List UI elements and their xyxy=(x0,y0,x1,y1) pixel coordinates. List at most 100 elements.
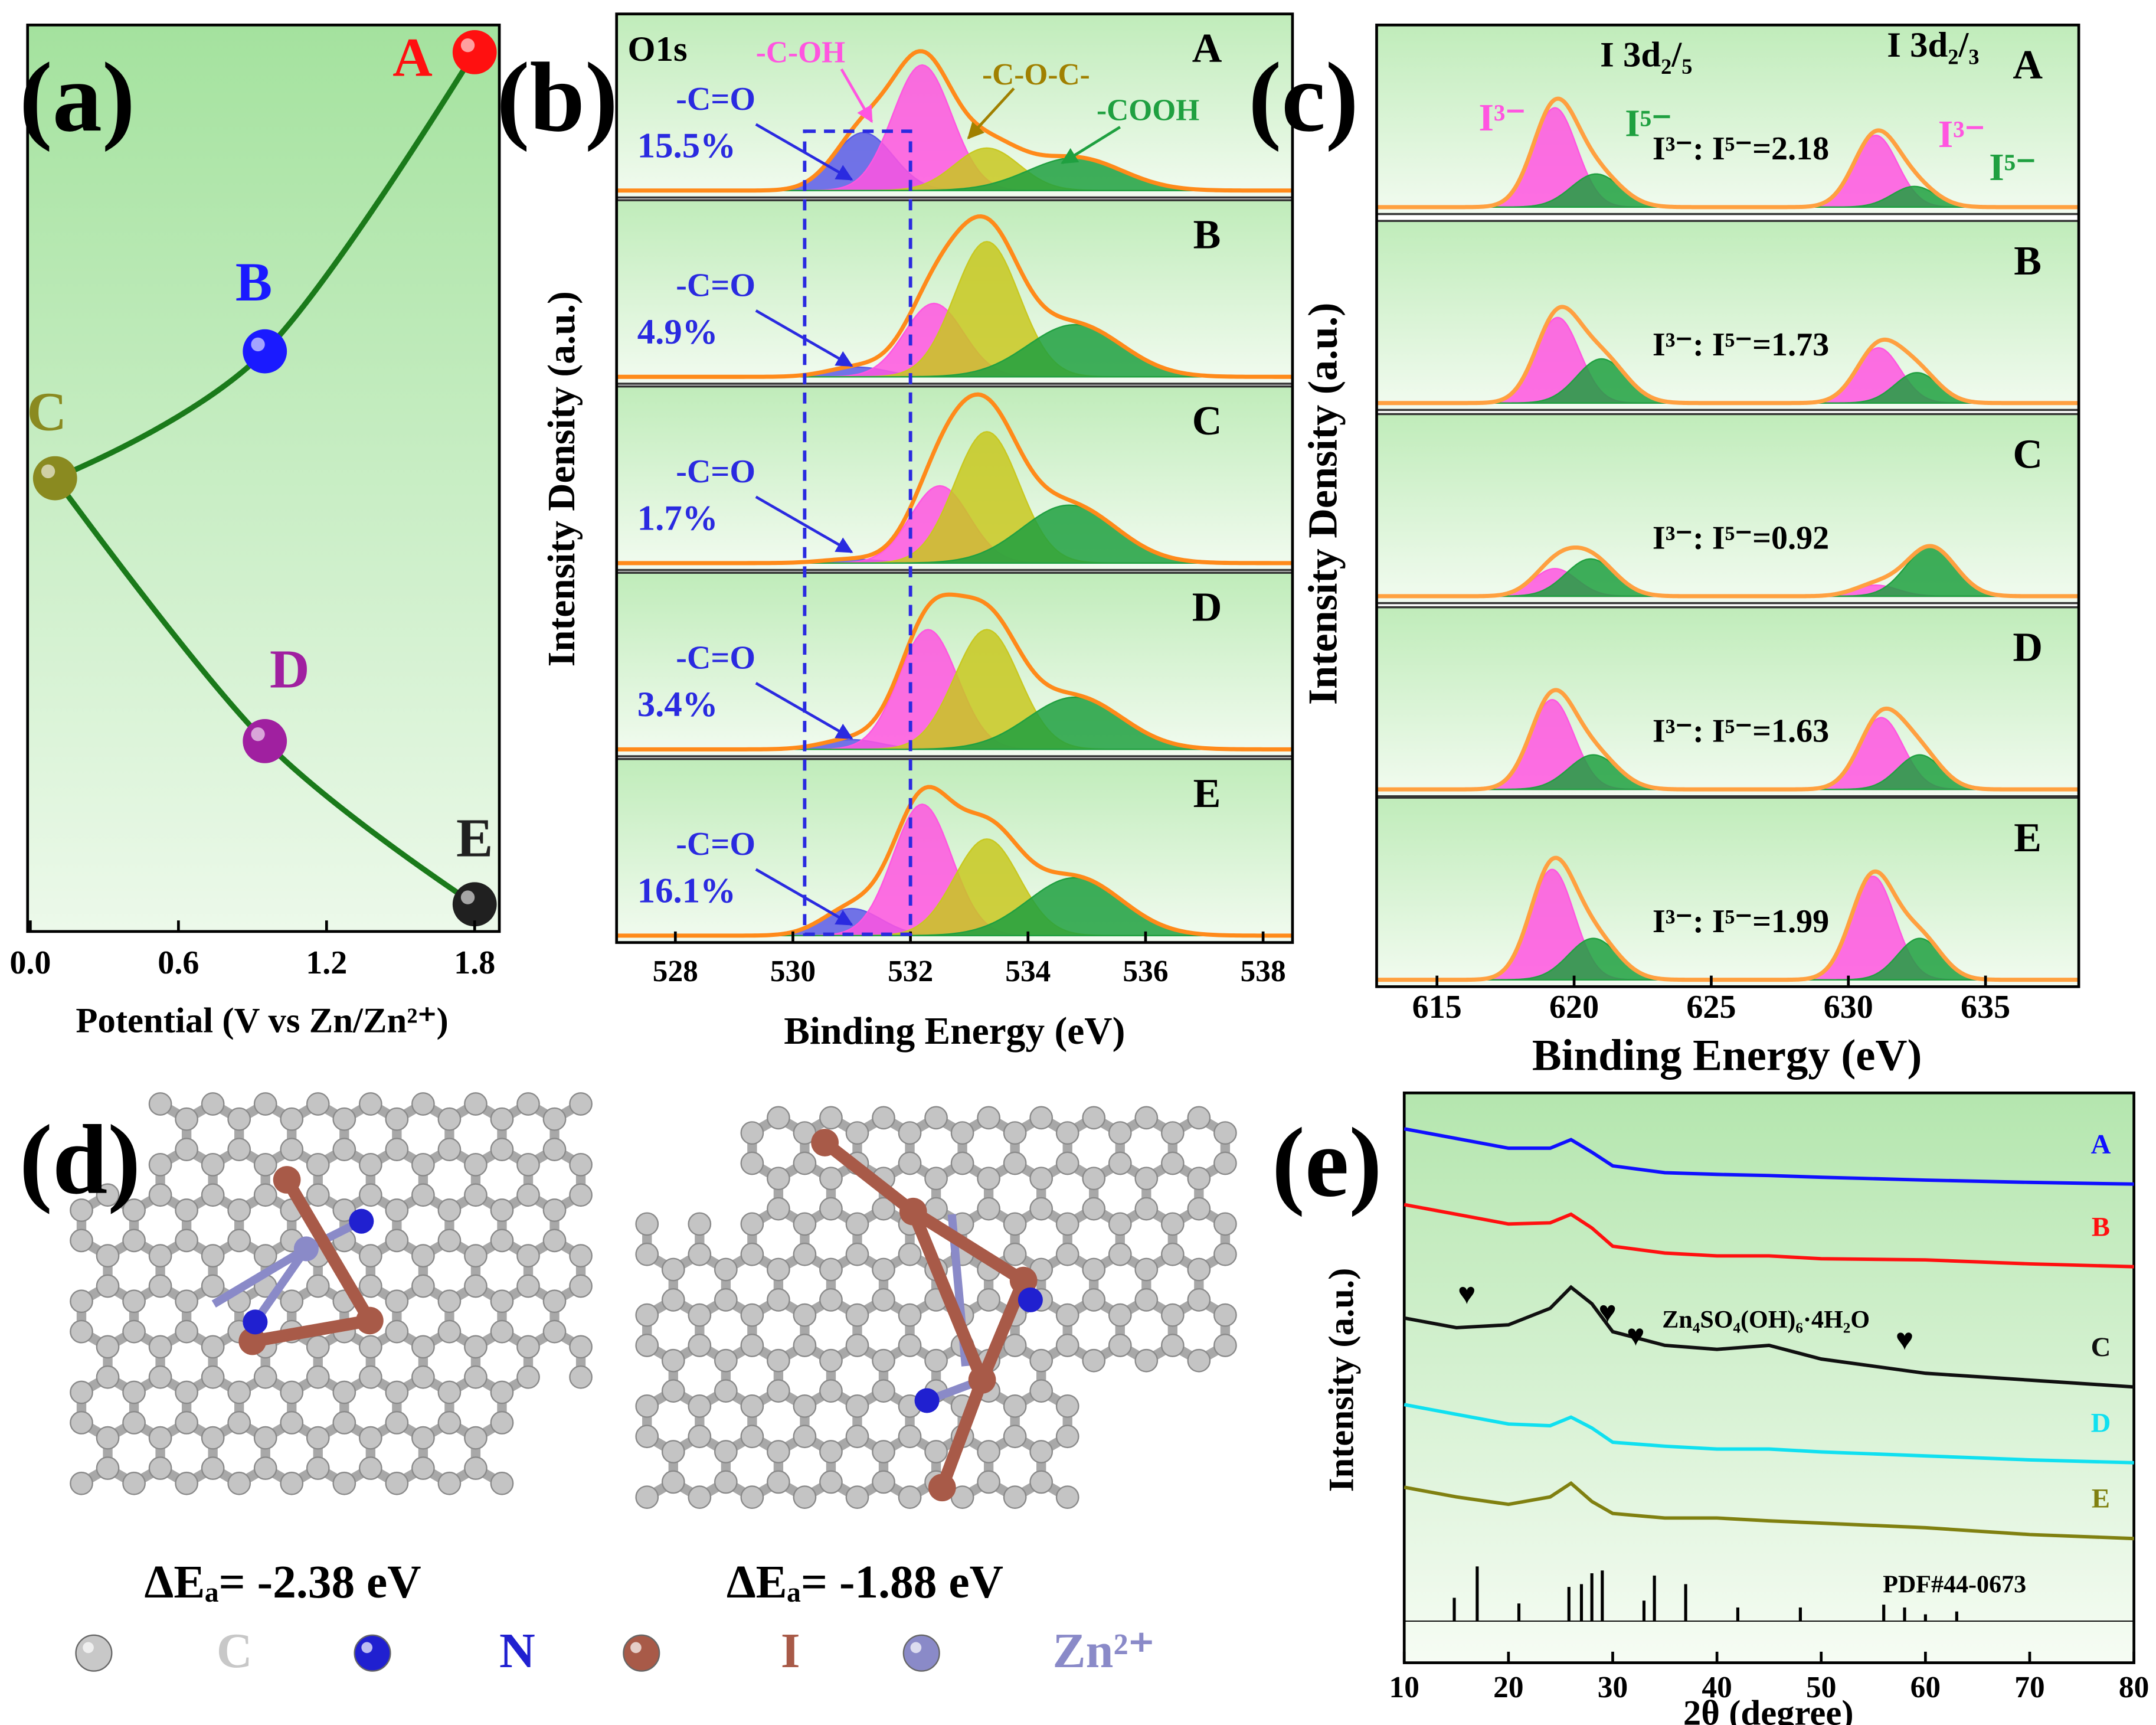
atom xyxy=(845,1242,869,1266)
x-tick-label: 50 xyxy=(1806,1671,1836,1704)
atom xyxy=(96,1274,120,1298)
atom xyxy=(819,1440,843,1463)
atom xyxy=(201,1183,225,1207)
atom xyxy=(411,1274,435,1298)
atom xyxy=(1055,1425,1079,1449)
atom xyxy=(385,1229,409,1253)
atom xyxy=(542,1138,567,1161)
atom xyxy=(898,1121,922,1145)
phase-marker: ♥ xyxy=(1896,1323,1914,1357)
atom xyxy=(122,1380,146,1404)
component-label: I⁵⁻ xyxy=(1625,102,1672,145)
trace xyxy=(1403,1481,2134,1541)
atom xyxy=(542,1229,567,1253)
legend-highlight xyxy=(361,1642,373,1654)
atom xyxy=(977,1440,1001,1463)
panel-label: (d) xyxy=(19,1105,141,1215)
plot-area xyxy=(26,23,501,933)
atom xyxy=(872,1197,895,1221)
atom xyxy=(175,1471,198,1495)
y-axis-label: Intensity Density (a.u.) xyxy=(1300,303,1346,705)
atom xyxy=(516,1274,540,1298)
atom xyxy=(688,1242,712,1266)
atom xyxy=(516,1244,540,1267)
atom xyxy=(542,1289,567,1314)
atom xyxy=(490,1229,514,1253)
bond xyxy=(936,1377,988,1490)
atom xyxy=(1134,1257,1159,1282)
component-label: -C-O-C- xyxy=(982,58,1090,92)
atom xyxy=(1160,1212,1185,1236)
atom xyxy=(793,1425,817,1449)
peak-label: -C=O xyxy=(676,267,755,304)
percent-label: 1.7% xyxy=(637,499,718,538)
ratio-label: I³⁻: I⁵⁻=0.92 xyxy=(1653,520,1829,556)
atom xyxy=(1160,1121,1185,1145)
atom xyxy=(661,1348,685,1373)
reference-label: PDF#44-0673 xyxy=(1883,1572,2026,1599)
atom xyxy=(740,1121,764,1145)
subplot-letter: C xyxy=(2013,432,2043,477)
envelope xyxy=(1376,96,2079,210)
atom xyxy=(358,1426,382,1450)
structures xyxy=(70,1092,1237,1509)
atom xyxy=(332,1380,356,1404)
envelope xyxy=(616,214,1293,379)
atom xyxy=(1187,1257,1211,1282)
atom xyxy=(845,1394,869,1418)
atom xyxy=(1213,1242,1237,1266)
subplot-letter: A xyxy=(1192,26,1222,71)
atom xyxy=(924,1106,948,1130)
atom xyxy=(385,1471,409,1495)
atom xyxy=(1003,1121,1027,1145)
ratio-label: I³⁻: I⁵⁻=2.18 xyxy=(1653,130,1829,167)
envelope xyxy=(616,392,1293,566)
x-tick-label: 620 xyxy=(1549,989,1599,1025)
atom xyxy=(1029,1379,1054,1403)
point-highlight xyxy=(460,38,475,53)
atom xyxy=(516,1365,540,1389)
x-tick-label: 536 xyxy=(1123,955,1168,988)
point xyxy=(32,456,77,501)
atom xyxy=(253,1092,277,1116)
atom xyxy=(1160,1242,1185,1266)
atom xyxy=(332,1198,356,1222)
atom xyxy=(845,1334,869,1357)
atom xyxy=(542,1319,567,1344)
x-tick-label: 30 xyxy=(1598,1671,1628,1704)
atom xyxy=(1029,1167,1054,1191)
trace xyxy=(1403,1403,2134,1465)
atom xyxy=(1108,1242,1132,1266)
arrow xyxy=(967,87,1015,140)
subplot xyxy=(1375,24,2080,215)
atom xyxy=(332,1411,356,1435)
bond xyxy=(251,1246,310,1325)
atom xyxy=(358,1365,382,1389)
atom xyxy=(767,1197,790,1221)
atom xyxy=(201,1426,225,1450)
atom xyxy=(793,1151,817,1175)
atom xyxy=(767,1440,790,1463)
atom xyxy=(767,1470,790,1494)
atom xyxy=(1213,1212,1237,1236)
x-axis-label: Potential (V vs Zn/Zn²⁺) xyxy=(76,1001,448,1040)
atom xyxy=(1108,1121,1132,1145)
atom xyxy=(569,1335,593,1359)
component-label: -COOH xyxy=(1097,94,1199,128)
x-tick-label: 532 xyxy=(888,955,933,988)
atom xyxy=(332,1471,356,1495)
atom xyxy=(793,1485,817,1509)
atom xyxy=(227,1411,251,1435)
atom xyxy=(253,1426,277,1450)
arrow xyxy=(1061,126,1121,165)
atom xyxy=(950,1121,974,1145)
legend-swatch xyxy=(75,1634,113,1672)
atom xyxy=(1029,1470,1054,1494)
atom xyxy=(148,1365,172,1389)
atom xyxy=(635,1425,659,1449)
percent-label: 3.4% xyxy=(637,685,718,724)
point-highlight xyxy=(251,337,265,352)
atom xyxy=(70,1380,93,1404)
atom xyxy=(872,1288,895,1312)
atom xyxy=(845,1425,869,1449)
